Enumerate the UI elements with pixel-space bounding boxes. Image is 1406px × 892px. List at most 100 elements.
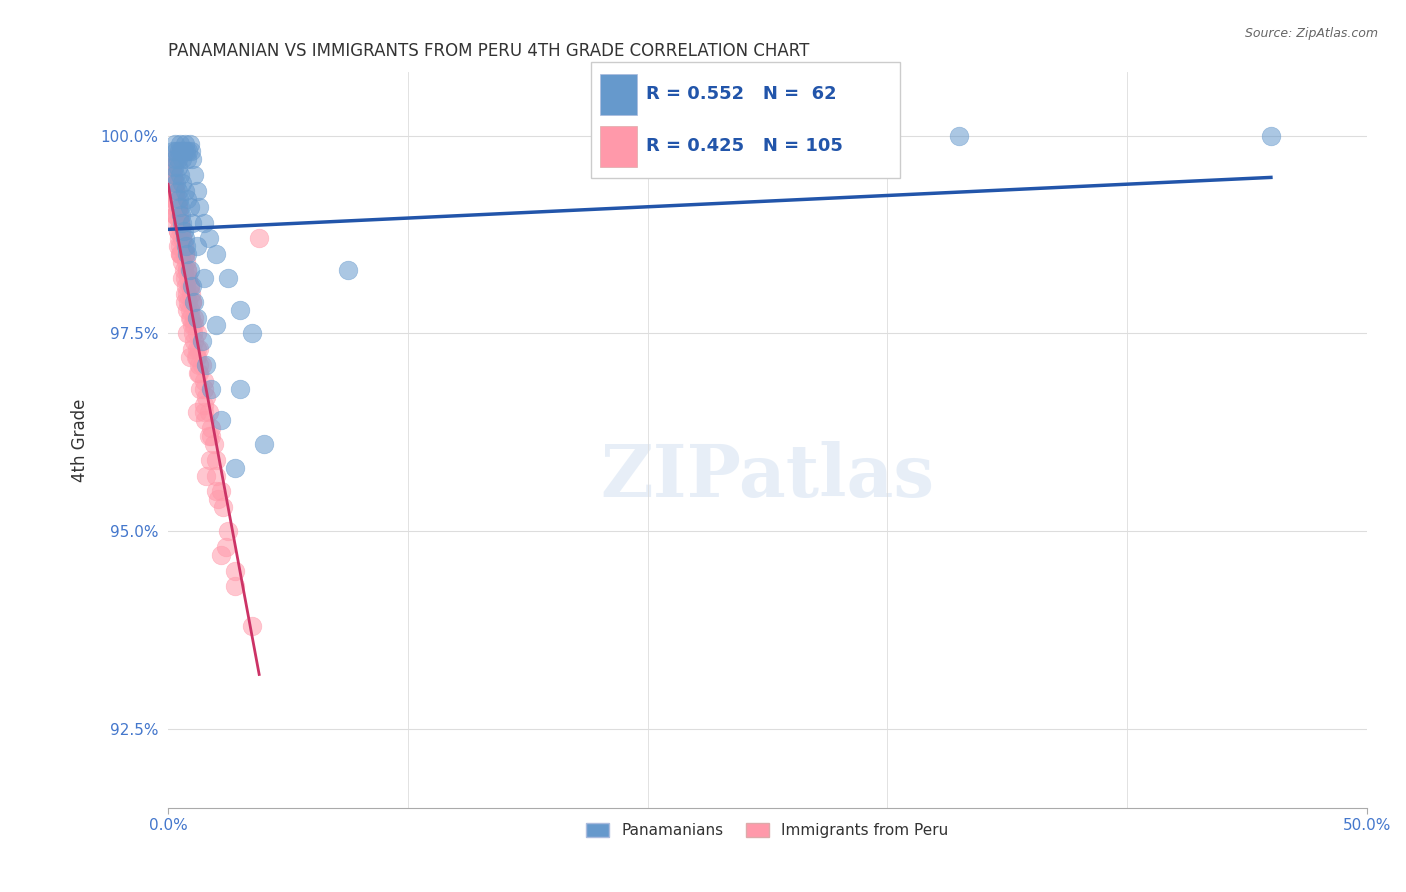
Point [183,310,205,325]
Point [188,366,211,380]
Point [194,413,217,427]
Point [183,318,205,333]
Point [169,216,191,230]
Point [162,168,184,182]
Point [198,405,221,419]
Point [165,136,187,151]
Point [190,358,212,372]
Point [180,145,202,159]
Point [205,453,228,467]
Point [183,168,205,182]
Point [195,358,218,372]
Point [212,500,235,515]
Point [174,255,197,269]
Point [247,231,270,245]
Point [169,247,191,261]
Point [176,263,198,277]
Point [209,548,232,562]
Point [165,208,187,222]
Point [195,390,218,404]
Point [176,286,198,301]
Point [181,318,204,333]
Point [173,231,195,245]
Point [174,145,197,159]
Point [166,208,188,222]
Point [173,136,195,151]
Point [198,429,221,443]
Point [166,200,188,214]
Point [162,145,184,159]
Point [162,153,184,167]
Point [173,247,195,261]
Point [184,350,207,364]
Point [160,161,183,175]
Point [166,161,188,175]
Point [165,184,187,198]
Point [179,263,201,277]
Point [169,216,191,230]
Point [181,326,204,341]
Point [173,263,195,277]
Text: PANAMANIAN VS IMMIGRANTS FROM PERU 4TH GRADE CORRELATION CHART: PANAMANIAN VS IMMIGRANTS FROM PERU 4TH G… [169,42,810,60]
Point [193,271,215,285]
Point [167,145,190,159]
Point [166,184,188,198]
Text: Source: ZipAtlas.com: Source: ZipAtlas.com [1244,27,1378,40]
Point [163,161,186,175]
Point [183,334,205,349]
Point [166,192,188,206]
Point [209,413,232,427]
Point [162,192,184,206]
Point [188,358,211,372]
Point [166,216,188,230]
Point [160,176,183,190]
Point [179,136,201,151]
Point [165,184,187,198]
Point [173,247,195,261]
Point [207,492,229,507]
Point [198,231,221,245]
Point [229,302,252,317]
Point [166,176,188,190]
Point [167,192,190,206]
Point [173,286,195,301]
Bar [600,126,637,167]
Point [193,405,215,419]
Point [170,145,193,159]
Point [181,216,204,230]
Point [217,524,239,538]
Point [170,208,193,222]
Point [176,192,198,206]
Point [190,382,212,396]
Text: R = 0.425   N = 105: R = 0.425 N = 105 [647,137,844,155]
Point [186,310,208,325]
Point [200,429,222,443]
Point [177,294,200,309]
Point [166,145,188,159]
Point [176,302,198,317]
Point [163,192,186,206]
Point [176,326,198,341]
Point [169,247,191,261]
Point [159,161,181,175]
Point [162,184,184,198]
Point [181,279,204,293]
Point [166,239,188,253]
Point [163,176,186,190]
Point [187,366,209,380]
Point [179,302,201,317]
Point [224,460,246,475]
Point [205,484,228,499]
Point [181,153,204,167]
Point [173,239,195,253]
Point [214,540,236,554]
Point [183,294,205,309]
Bar [600,74,637,114]
Point [172,255,194,269]
Point [193,216,215,230]
Point [172,231,194,245]
Point [240,619,263,633]
Point [165,200,187,214]
Legend: Panamanians, Immigrants from Peru: Panamanians, Immigrants from Peru [581,817,955,844]
Point [165,168,187,182]
